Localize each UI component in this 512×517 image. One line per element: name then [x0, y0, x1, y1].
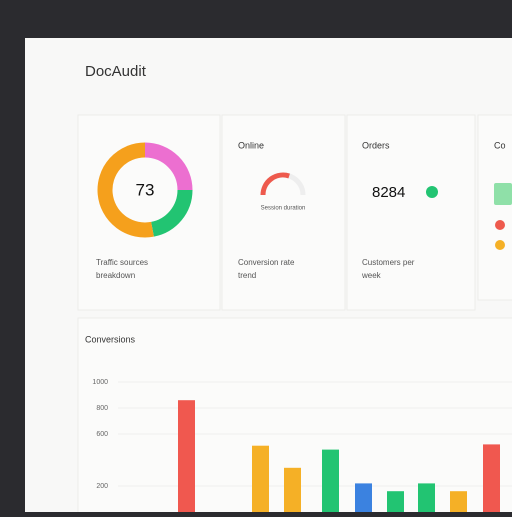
y-tick-label: 200 [96, 483, 108, 490]
card-title: Co [494, 140, 506, 150]
chart-title: Conversions [85, 334, 136, 344]
caption: trend [238, 271, 256, 280]
bar [178, 400, 195, 512]
bar [418, 483, 435, 512]
caption: Traffic sources [96, 258, 148, 267]
button[interactable] [494, 183, 512, 205]
donut-segment [150, 189, 193, 237]
y-tick-label: 1000 [92, 379, 108, 386]
card-title: Online [238, 140, 264, 150]
bar [284, 467, 301, 512]
caption: Customers per [362, 258, 415, 267]
bar [355, 483, 372, 512]
bar [252, 445, 269, 512]
caption: breakdown [96, 271, 135, 280]
caption: Conversion rate [238, 258, 295, 267]
status-dot [495, 240, 505, 250]
status-dot [495, 220, 505, 230]
caption: week [361, 271, 382, 280]
donut-segment [144, 142, 193, 191]
bar [450, 491, 467, 512]
y-tick-label: 800 [96, 405, 108, 412]
gauge-arc [260, 172, 290, 196]
card [477, 114, 512, 301]
bar [387, 491, 404, 512]
bar [322, 449, 339, 512]
card [346, 114, 476, 311]
bar [483, 444, 500, 512]
donut-value: 73 [136, 180, 155, 199]
app-title: DocAudit [85, 63, 147, 80]
y-tick-label: 600 [96, 431, 108, 438]
status-dot [426, 186, 438, 198]
card-title: Orders [362, 140, 390, 150]
kpi-value: 8284 [372, 184, 405, 201]
gauge-label: Session duration [261, 206, 306, 212]
card [221, 114, 346, 311]
donut-segment [97, 142, 154, 238]
